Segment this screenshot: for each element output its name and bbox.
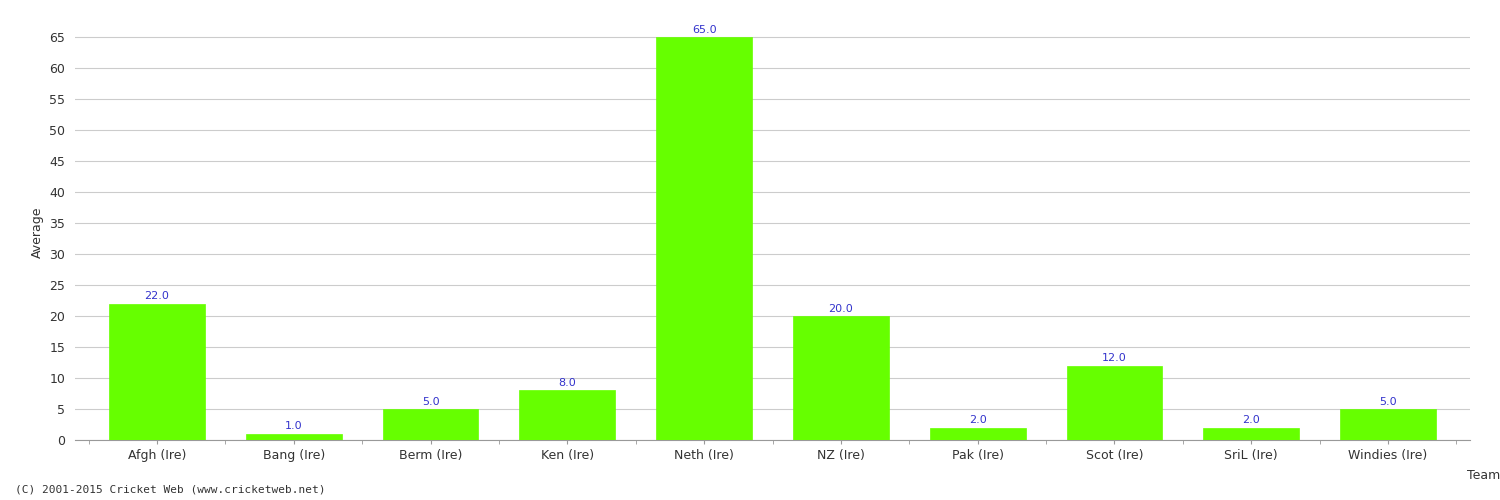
Text: 20.0: 20.0 xyxy=(828,304,854,314)
Bar xyxy=(382,409,478,440)
Bar xyxy=(519,390,615,440)
Text: 5.0: 5.0 xyxy=(422,396,440,406)
Text: (C) 2001-2015 Cricket Web (www.cricketweb.net): (C) 2001-2015 Cricket Web (www.cricketwe… xyxy=(15,485,326,495)
Text: 65.0: 65.0 xyxy=(692,25,717,35)
Text: 2.0: 2.0 xyxy=(969,415,987,425)
Text: 22.0: 22.0 xyxy=(144,292,170,302)
Bar xyxy=(1066,366,1162,440)
Bar xyxy=(794,316,889,440)
Text: 8.0: 8.0 xyxy=(558,378,576,388)
Text: 12.0: 12.0 xyxy=(1102,353,1126,363)
Bar xyxy=(1340,409,1436,440)
Bar xyxy=(246,434,342,440)
Text: 2.0: 2.0 xyxy=(1242,415,1260,425)
Text: 1.0: 1.0 xyxy=(285,422,303,432)
Bar xyxy=(110,304,206,440)
X-axis label: Team: Team xyxy=(1467,469,1500,482)
Text: 5.0: 5.0 xyxy=(1378,396,1396,406)
Bar xyxy=(930,428,1026,440)
Y-axis label: Average: Average xyxy=(30,207,44,258)
Bar xyxy=(1203,428,1299,440)
Bar xyxy=(657,38,752,440)
